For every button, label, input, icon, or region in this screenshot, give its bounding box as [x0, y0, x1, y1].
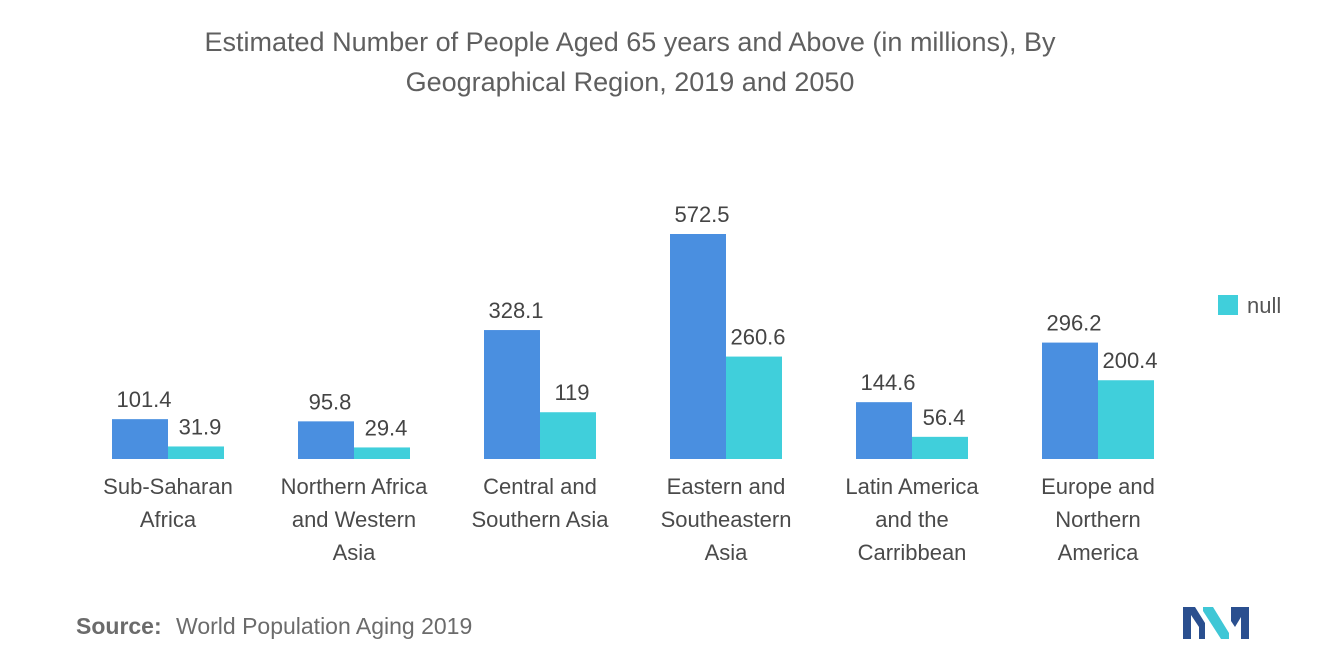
- category-label-2-line-3: Asia: [333, 540, 377, 565]
- bar-series-1-cat-5: [856, 402, 912, 459]
- category-label-5-line-3: Carribbean: [858, 540, 967, 565]
- data-label-series-1-cat-2: 95.8: [309, 389, 352, 414]
- category-label-4-line-1: Eastern and: [667, 474, 786, 499]
- bar-series-2-cat-4: [726, 356, 782, 459]
- source-label: Source:: [76, 613, 162, 639]
- category-label-3-line-1: Central and: [483, 474, 597, 499]
- category-labels-layer: Sub-Saharan Africa Northern Africa and West…: [103, 474, 1155, 565]
- bar-series-1-cat-3: [484, 330, 540, 459]
- bar-chart: 101.4 31.9 95.8 29.4 328.1 119 572.5 260.6 144.6…: [103, 202, 1281, 565]
- chart-title-line-1: Estimated Number of People Aged 65 years…: [204, 27, 1056, 57]
- category-label-5-line-1: Latin America: [845, 474, 979, 499]
- bar-series-2-cat-1: [168, 446, 224, 459]
- data-label-series-1-cat-5: 144.6: [860, 370, 915, 395]
- legend: null: [1218, 293, 1281, 318]
- category-label-6-line-3: America: [1058, 540, 1139, 565]
- data-labels-layer: 101.4 31.9 95.8 29.4 328.1 119 572.5 260.6 144.6…: [116, 202, 1157, 440]
- data-label-series-2-cat-1: 31.9: [179, 414, 222, 439]
- category-label-2-line-2: and Western: [292, 507, 416, 532]
- category-label-1-line-2: Africa: [140, 507, 197, 532]
- legend-swatch-1: [1218, 295, 1238, 315]
- data-label-series-2-cat-2: 29.4: [365, 415, 408, 440]
- logo-shape-middle: [1203, 607, 1229, 639]
- category-label-4-line-3: Asia: [705, 540, 749, 565]
- bar-series-2-cat-3: [540, 412, 596, 459]
- data-label-series-1-cat-3: 328.1: [488, 298, 543, 323]
- data-label-series-2-cat-4: 260.6: [730, 325, 785, 350]
- logo-shape-right: [1231, 607, 1249, 639]
- source-text: World Population Aging 2019: [176, 613, 473, 639]
- bar-series-1-cat-4: [670, 234, 726, 459]
- category-label-3-line-2: Southern Asia: [472, 507, 610, 532]
- bar-series-1-cat-6: [1042, 342, 1098, 459]
- category-label-6-line-1: Europe and: [1041, 474, 1155, 499]
- data-label-series-2-cat-3: 119: [554, 380, 589, 405]
- category-label-6-line-2: Northern: [1055, 507, 1141, 532]
- bar-series-1-cat-2: [298, 421, 354, 459]
- category-label-1-line-1: Sub-Saharan: [103, 474, 233, 499]
- data-label-series-1-cat-6: 296.2: [1046, 311, 1101, 336]
- data-label-series-1-cat-4: 572.5: [674, 202, 729, 227]
- bar-series-2-cat-6: [1098, 380, 1154, 459]
- data-label-series-1-cat-1: 101.4: [116, 387, 171, 412]
- data-label-series-2-cat-6: 200.4: [1102, 348, 1157, 373]
- bar-series-1-cat-1: [112, 419, 168, 459]
- bar-series-2-cat-5: [912, 436, 968, 459]
- bar-series-2-cat-2: [354, 447, 410, 459]
- category-label-2-line-1: Northern Africa: [281, 474, 428, 499]
- chart-title-line-2: Geographical Region, 2019 and 2050: [405, 67, 855, 97]
- legend-label-1: null: [1247, 293, 1281, 318]
- mordor-intelligence-logo-icon: [1183, 607, 1249, 639]
- source-line: Source: World Population Aging 2019: [76, 613, 472, 640]
- data-label-series-2-cat-5: 56.4: [923, 405, 966, 430]
- category-label-5-line-2: and the: [875, 507, 948, 532]
- chart-title: Estimated Number of People Aged 65 years…: [60, 22, 1200, 102]
- logo-shape-left: [1183, 607, 1205, 639]
- category-label-4-line-2: Southeastern: [661, 507, 792, 532]
- bars-layer: [112, 234, 1154, 459]
